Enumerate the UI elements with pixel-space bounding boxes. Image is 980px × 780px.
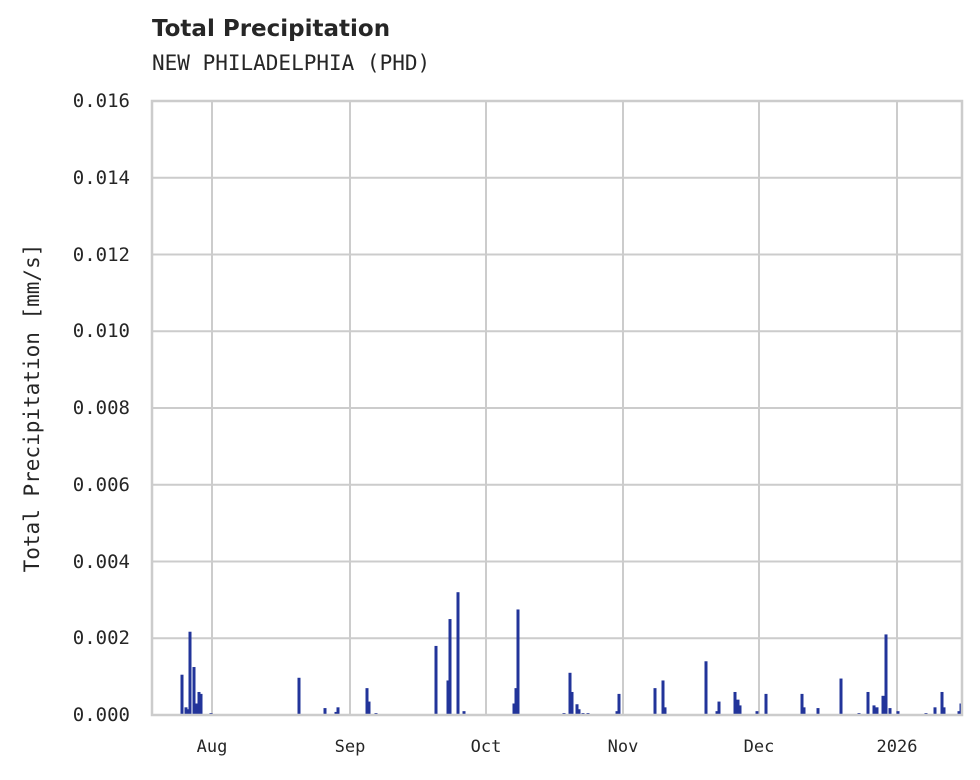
precip-bar — [881, 695, 885, 715]
precip-bar — [653, 688, 657, 715]
precip-bar — [736, 699, 740, 715]
precip-bar — [896, 711, 900, 715]
precip-bar — [957, 711, 961, 715]
precip-bar — [514, 688, 518, 715]
y-tick-label: 0.002 — [72, 627, 130, 650]
precip-bar — [197, 691, 201, 715]
precip-bar — [456, 592, 460, 715]
precip-bar — [738, 705, 742, 715]
precip-bar — [615, 711, 619, 715]
precip-bar — [764, 693, 768, 715]
precip-bar — [888, 708, 892, 715]
precip-bar — [570, 691, 574, 715]
precip-bar — [434, 645, 438, 715]
precip-bar — [448, 619, 452, 715]
precip-bar — [816, 708, 820, 715]
precipitation-bars — [180, 592, 963, 715]
y-tick-label: 0.000 — [72, 704, 130, 726]
precip-bar — [462, 711, 466, 715]
y-tick-label: 0.016 — [72, 90, 130, 112]
precip-bar — [875, 707, 879, 715]
precip-bar — [188, 631, 192, 715]
precip-bar — [365, 688, 369, 715]
y-tick-label: 0.004 — [72, 550, 130, 573]
y-tick-label: 0.006 — [72, 473, 130, 496]
precip-bar — [661, 680, 665, 715]
precip-bar — [512, 703, 516, 715]
precip-bar — [323, 708, 327, 715]
precip-bar — [872, 705, 876, 715]
precip-bar — [617, 693, 621, 715]
x-tick-label: Nov — [607, 737, 639, 757]
x-tick-label: Dec — [743, 737, 775, 757]
precip-bar — [839, 678, 843, 715]
gridlines — [152, 100, 962, 716]
precip-bar — [184, 707, 188, 715]
precip-bar — [297, 677, 301, 715]
precip-bar — [199, 693, 203, 715]
y-tick-label: 0.010 — [72, 320, 130, 343]
precip-bar — [866, 691, 870, 715]
precip-bar — [715, 711, 719, 715]
y-tick-label: 0.012 — [72, 243, 130, 266]
precip-bar — [192, 667, 196, 715]
precip-bar — [194, 703, 198, 715]
x-tick-label: Sep — [334, 737, 366, 757]
precip-bar — [940, 691, 944, 715]
precip-bar — [800, 693, 804, 715]
precip-bar — [704, 661, 708, 715]
precip-bar — [568, 672, 572, 715]
y-tick-label: 0.008 — [72, 397, 130, 419]
precip-bar — [755, 711, 759, 715]
precip-bar — [733, 691, 737, 715]
precip-bar — [717, 701, 721, 715]
precip-bar — [663, 707, 667, 715]
chart-subtitle: NEW PHILADELPHIA (PHD) — [152, 51, 431, 75]
x-tick-label: Oct — [470, 737, 502, 757]
precip-bar — [334, 711, 338, 715]
precip-bar — [516, 609, 520, 715]
chart-title: Total Precipitation — [152, 16, 391, 42]
y-tick-label: 0.014 — [72, 166, 130, 189]
precip-bar — [942, 707, 946, 715]
plot-frame — [150, 99, 964, 717]
precip-bar — [802, 707, 806, 715]
x-tick-label: 2026 — [876, 737, 918, 757]
precip-bar — [884, 634, 888, 715]
precip-bar — [575, 704, 579, 715]
precip-bar — [446, 680, 450, 715]
precip-bar — [336, 707, 340, 715]
precip-bar — [186, 709, 190, 715]
precip-bar — [577, 709, 581, 715]
precip-bar — [933, 707, 937, 715]
precip-bar — [180, 674, 184, 715]
precip-bar — [367, 701, 371, 715]
x-tick-label: Aug — [196, 737, 228, 757]
